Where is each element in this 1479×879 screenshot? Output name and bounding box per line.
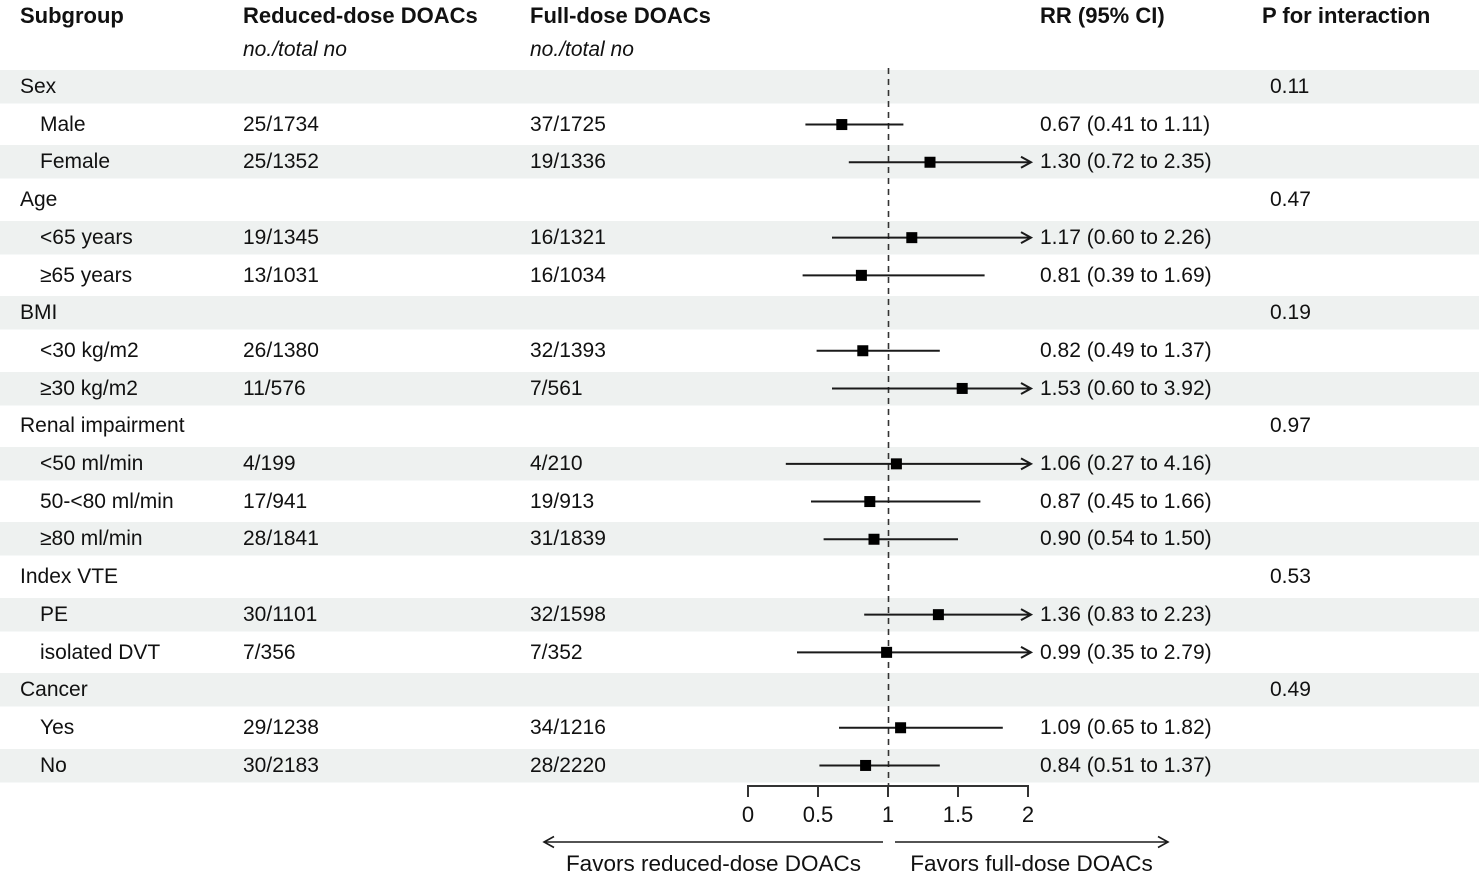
section-row: Age 0.47 [0,181,1479,219]
p-interaction-value: 0.11 [1270,75,1310,98]
reduced-dose-count: 4/199 [243,452,296,475]
table-row: isolated DVT 7/356 7/352 0.99 (0.35 to 2.79… [0,634,1479,672]
section-row: Cancer 0.49 [0,671,1479,709]
full-dose-count: 19/1336 [530,150,606,174]
subgroup-label: ≥80 ml/min [40,527,143,551]
table-row: <65 years 19/1345 16/1321 1.17 (0.60 to 2.2… [0,218,1479,257]
table-row: No 30/2183 28/2220 0.84 (0.51 to 1.37) [0,746,1479,785]
table-row: 50-<80 ml/min 17/941 19/913 0.87 (0.45 to 1… [0,483,1479,521]
reduced-dose-count: 30/1101 [243,602,318,626]
rr-ci-text: 0.81 (0.39 to 1.69) [1040,263,1212,287]
section-row: Renal impairment 0.97 [0,407,1479,445]
rr-ci-text: 0.90 (0.54 to 1.50) [1040,527,1212,551]
reduced-dose-count: 19/1345 [243,225,319,249]
p-interaction-value: 0.97 [1270,414,1311,438]
full-dose-count: 37/1725 [530,112,606,136]
column-header-reduced-dose: Reduced-dose DOACs [243,3,478,28]
rr-ci-text: 1.36 (0.83 to 2.23) [1040,602,1212,626]
column-header-p-interaction: P for interaction [1262,3,1431,28]
subgroup-label: Index VTE [20,565,119,589]
full-dose-count: 31/1839 [530,527,606,551]
full-dose-count: 32/1393 [530,338,606,362]
column-header-full-dose: Full-dose DOACs [530,3,711,28]
rr-ci-text: 1.53 (0.60 to 3.92) [1040,376,1212,400]
column-subheader-reduced-dose: no./total no [243,38,347,61]
rr-ci-text: 0.82 (0.49 to 1.37) [1040,338,1212,362]
subgroup-label: 50-<80 ml/min [40,489,174,513]
reduced-dose-count: 25/1352 [243,150,319,174]
reduced-dose-count: 11/576 [243,376,306,400]
subgroup-label: <30 kg/m2 [40,338,139,362]
p-interaction-value: 0.53 [1270,565,1311,589]
p-interaction-value: 0.49 [1270,678,1311,702]
subgroup-label: <50 ml/min [40,452,144,475]
reduced-dose-count: 25/1734 [243,112,319,136]
subgroup-label: Female [40,150,111,174]
subgroup-label: Age [20,188,58,212]
full-dose-count: 16/1321 [530,225,606,249]
subgroup-label: ≥30 kg/m2 [40,376,138,400]
table-row: Yes 29/1238 34/1216 1.09 (0.65 to 1.82) [0,709,1479,747]
full-dose-count: 16/1034 [530,263,606,287]
p-interaction-value: 0.19 [1270,301,1311,325]
full-dose-count: 7/352 [530,640,583,664]
reduced-dose-count: 29/1238 [243,715,319,739]
subgroup-label: Male [40,112,86,136]
subgroup-label: PE [40,602,69,626]
rr-ci-text: 0.87 (0.45 to 1.66) [1040,489,1212,513]
rr-ci-text: 0.84 (0.51 to 1.37) [1040,753,1212,777]
full-dose-count: 34/1216 [530,715,606,739]
rr-ci-text: 0.67 (0.41 to 1.11) [1040,112,1211,136]
column-subheader-full-dose: no./total no [530,38,634,61]
table-row: <50 ml/min 4/199 4/210 1.06 (0.27 to 4.16) [0,445,1479,483]
reduced-dose-count: 26/1380 [243,338,319,362]
rr-ci-text: 1.17 (0.60 to 2.26) [1040,225,1212,249]
subgroup-label: <65 years [40,225,133,249]
reduced-dose-count: 30/2183 [243,753,319,777]
rr-ci-text: 1.30 (0.72 to 2.35) [1040,150,1212,174]
full-dose-count: 28/2220 [530,753,606,777]
subgroup-label: isolated DVT [40,640,161,664]
subgroup-label: Renal impairment [20,414,185,438]
table-row: Female 25/1352 19/1336 1.30 (0.72 to 2.35) [0,143,1479,182]
subgroup-label: Sex [20,75,57,98]
full-dose-count: 4/210 [530,452,583,475]
section-row: BMI 0.19 [0,294,1479,332]
table-row: <30 kg/m2 26/1380 32/1393 0.82 (0.49 to 1.3… [0,332,1479,370]
p-interaction-value: 0.47 [1270,188,1311,212]
table-row: Male 25/1734 37/1725 0.67 (0.41 to 1.11) [0,106,1479,144]
full-dose-count: 19/913 [530,489,595,513]
table-row: PE 30/1101 32/1598 1.36 (0.83 to 2.23) [0,595,1479,634]
rr-ci-text: 0.99 (0.35 to 2.79) [1040,640,1212,664]
reduced-dose-count: 13/1031 [243,263,319,287]
subgroup-label: ≥65 years [40,263,133,287]
reduced-dose-count: 28/1841 [243,527,319,551]
full-dose-count: 7/561 [530,376,583,400]
reduced-dose-count: 7/356 [243,640,296,664]
subgroup-label: Cancer [20,678,88,702]
reduced-dose-count: 17/941 [243,489,308,513]
rr-ci-text: 1.06 (0.27 to 4.16) [1040,452,1212,475]
subgroup-label: BMI [20,301,58,325]
subgroup-label: No [40,753,67,777]
table-row: ≥80 ml/min 28/1841 31/1839 0.90 (0.54 to 1.… [0,520,1479,559]
full-dose-count: 32/1598 [530,602,606,626]
column-header-rr-ci: RR (95% CI) [1040,3,1165,28]
rr-ci-text: 1.09 (0.65 to 1.82) [1040,715,1212,739]
table-row: ≥65 years 13/1031 16/1034 0.81 (0.39 to 1.6… [0,257,1479,295]
column-header-subgroup: Subgroup [20,3,124,28]
section-row: Sex 0.11 [0,68,1479,106]
section-row: Index VTE 0.53 [0,558,1479,596]
subgroup-label: Yes [40,715,75,739]
table-row: ≥30 kg/m2 11/576 7/561 1.53 (0.60 to 3.92) [0,369,1479,408]
